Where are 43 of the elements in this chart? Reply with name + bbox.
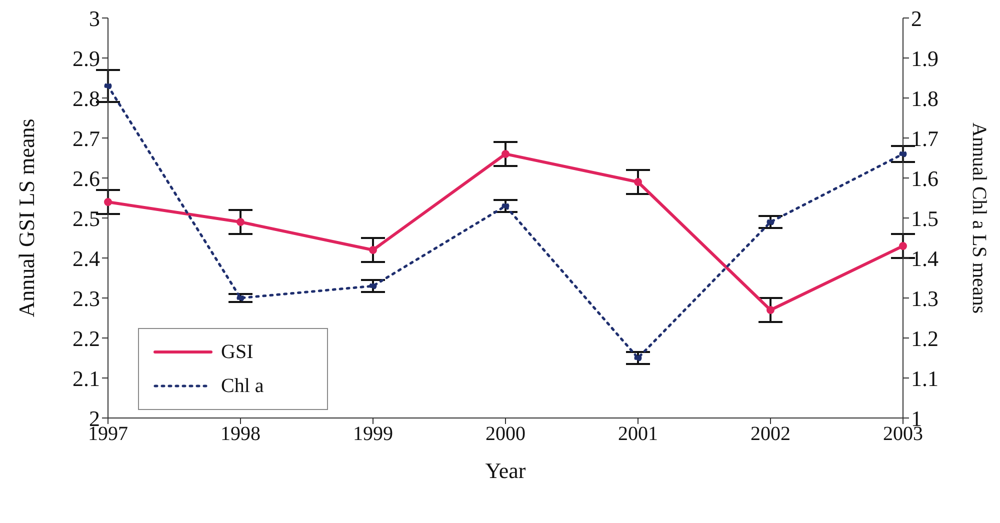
point <box>766 306 774 314</box>
x-tick-label: 2002 <box>750 423 790 446</box>
point <box>236 294 244 302</box>
y2-tick-label: 1.7 <box>911 126 938 151</box>
y-tick-label: 2.3 <box>72 286 100 311</box>
point <box>502 150 510 158</box>
legend-label: GSI <box>221 340 254 364</box>
point <box>502 202 510 210</box>
y2-tick-label: 1.1 <box>911 366 938 391</box>
y2-axis-title: Annual Chl a LS means <box>968 122 990 314</box>
point <box>899 242 907 250</box>
y2-tick-label: 1.6 <box>911 166 938 191</box>
y-axis-title: Annual GSI LS means <box>14 118 39 318</box>
x-tick-label: 2001 <box>618 423 658 446</box>
y2-tick-label: 1.5 <box>911 206 938 231</box>
y2-tick-label: 1.8 <box>911 86 938 111</box>
y-tick-label: 2.1 <box>72 366 100 391</box>
point <box>236 218 244 226</box>
y-tick-label: 2.2 <box>72 326 100 351</box>
point <box>369 282 377 290</box>
y-tick-label: 2.4 <box>72 246 100 271</box>
point <box>634 178 642 186</box>
y-tick-label: 2.7 <box>72 126 100 151</box>
y2-tick-label: 1.2 <box>911 326 938 351</box>
y-tick-label: 2.9 <box>72 46 100 71</box>
y2-tick-label: 2 <box>911 6 922 31</box>
point <box>104 198 112 206</box>
y-tick-label: 2.8 <box>72 86 100 111</box>
point <box>899 150 907 158</box>
y2-tick-label: 1.4 <box>911 246 938 271</box>
x-axis-title: Year <box>485 458 526 483</box>
y-tick-label: 2.5 <box>72 206 100 231</box>
y2-tick-label: 1.9 <box>911 46 938 71</box>
point <box>104 82 112 90</box>
x-tick-label: 1999 <box>353 423 393 446</box>
x-tick-label: 1998 <box>220 423 260 446</box>
point <box>369 246 377 254</box>
x-tick-label: 2000 <box>486 423 526 446</box>
y-tick-label: 3 <box>89 6 100 31</box>
point <box>766 218 774 226</box>
y2-tick-label: 1.3 <box>911 286 938 311</box>
legend-label: Chl a <box>221 374 264 398</box>
y-tick-label: 2.6 <box>72 166 100 191</box>
